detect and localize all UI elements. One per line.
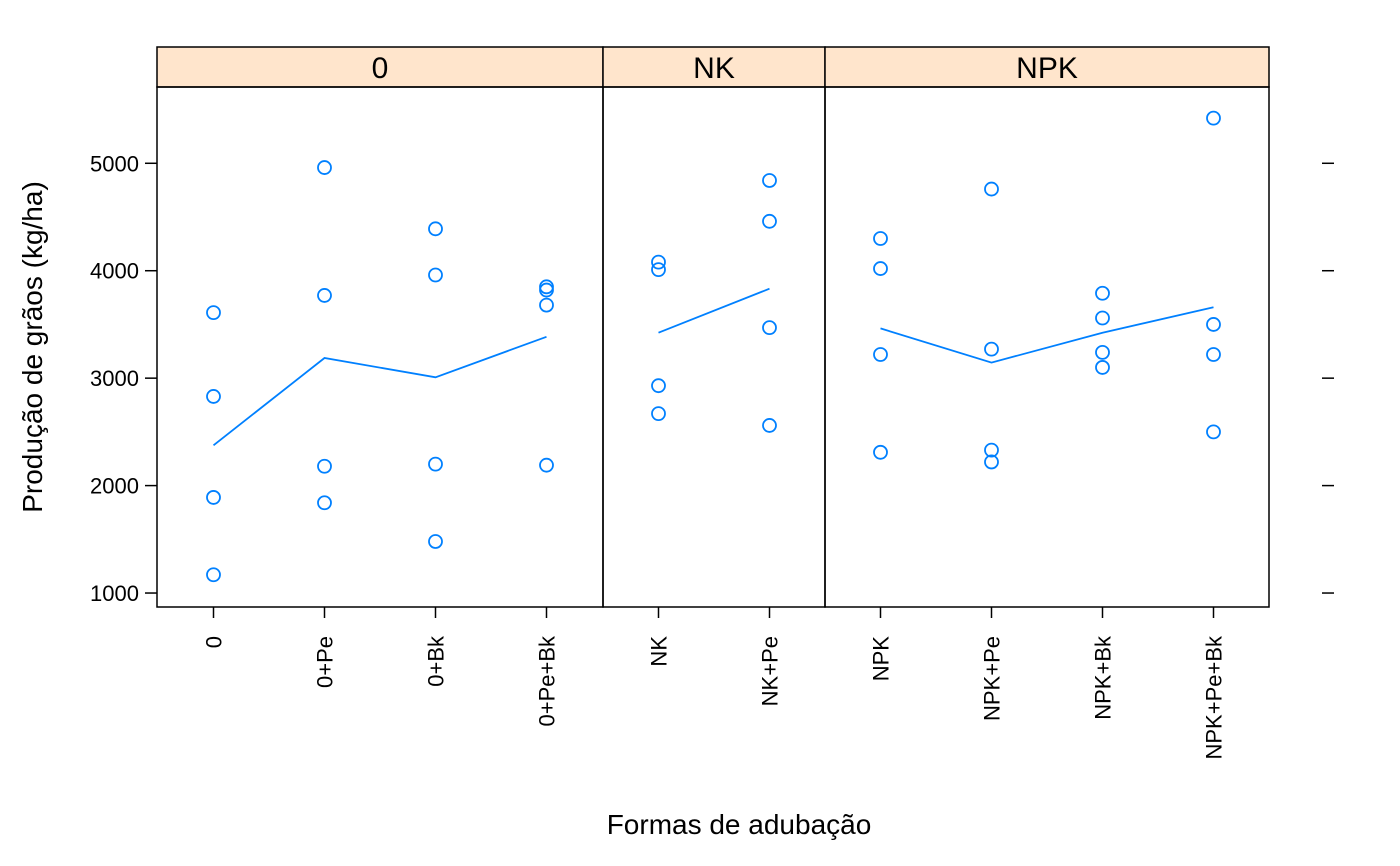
data-point [1206, 347, 1221, 362]
data-point [1095, 310, 1110, 326]
data-point [317, 288, 332, 303]
y-tick-label: 1000 [90, 581, 139, 606]
data-point [1095, 344, 1110, 360]
data-point [651, 378, 666, 394]
x-tick-label: 0 [202, 636, 227, 648]
y-axis-title: Produção de grãos (kg/ha) [17, 181, 48, 513]
data-point [317, 160, 332, 175]
data-point [651, 262, 666, 278]
data-point [428, 221, 443, 237]
x-tick-label: 0+Pe+Bk [535, 635, 560, 727]
data-point [539, 282, 554, 298]
panel-0: 0 0 0+Pe 0+Bk 0+Pe+Bk [156, 46, 604, 727]
data-point [1095, 285, 1110, 301]
data-point [873, 231, 888, 246]
y-axis: 1000 2000 3000 4000 5000 [90, 151, 1334, 606]
data-point [651, 406, 666, 422]
data-point [206, 389, 221, 404]
x-tick-label: NK+Pe [758, 636, 783, 706]
data-point [984, 341, 999, 357]
data-point [428, 456, 443, 472]
panel-frame [602, 86, 826, 608]
panel-NPK: NPK NPK NPK+Pe NPK+Bk NPK+Pe+Bk [824, 46, 1270, 760]
x-tick-label: NPK+Pe+Bk [1202, 635, 1227, 760]
data-point [206, 305, 221, 321]
data-point [539, 279, 554, 295]
data-point [984, 454, 999, 470]
y-tick-label: 5000 [90, 151, 139, 176]
panel-strip [824, 46, 1270, 88]
mean-line [212, 335, 547, 447]
data-point [762, 173, 777, 188]
x-tick-label: NPK+Bk [1091, 635, 1116, 720]
data-point [1206, 424, 1221, 440]
panel-frame [156, 86, 604, 608]
panel-frame [824, 86, 1270, 608]
mean-line [880, 306, 1214, 364]
panel-NK: NK NK NK+Pe [602, 46, 826, 706]
data-point [317, 458, 332, 474]
data-point [317, 495, 332, 511]
y-tick-label: 4000 [90, 259, 139, 284]
data-point [984, 181, 999, 197]
data-point [984, 442, 999, 458]
x-tick-label: NPK [869, 636, 894, 682]
x-tick-label: 0+Bk [424, 635, 449, 687]
x-axis-title: Formas de adubação [607, 809, 872, 840]
data-point [762, 418, 777, 433]
data-point [428, 267, 443, 283]
data-point [539, 457, 554, 473]
data-point [1206, 110, 1221, 126]
data-point [539, 297, 554, 313]
data-point [651, 254, 666, 270]
data-point [873, 261, 888, 276]
x-tick-label: NPK+Pe [980, 636, 1005, 721]
x-tick-label: NK [647, 636, 672, 667]
data-point [428, 534, 443, 549]
panel-strip [156, 46, 604, 88]
data-point [873, 347, 888, 362]
x-tick-label: 0+Pe [313, 636, 338, 688]
data-point [762, 320, 777, 336]
y-tick-label: 2000 [90, 474, 139, 499]
panel-strip-label: NK [693, 52, 735, 85]
data-point [206, 567, 221, 583]
panel-strip-label: NPK [1016, 52, 1078, 85]
data-point [1206, 317, 1221, 332]
y-tick-label: 3000 [90, 366, 139, 391]
panel-strip-label: 0 [372, 52, 389, 85]
data-point [206, 490, 221, 505]
data-point [762, 213, 777, 229]
data-point [1095, 360, 1110, 375]
mean-line [658, 287, 770, 334]
data-point [873, 444, 888, 460]
